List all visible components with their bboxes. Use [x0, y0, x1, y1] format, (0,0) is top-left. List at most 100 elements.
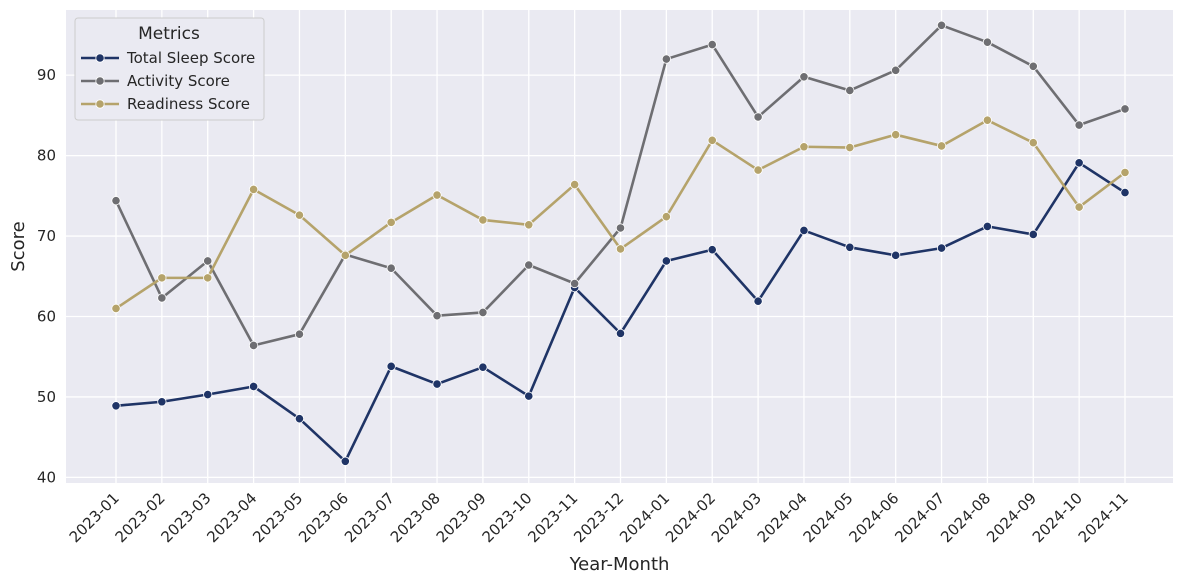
data-point [845, 142, 855, 153]
data-point [524, 260, 534, 270]
y-tick-label: 50 [37, 388, 56, 406]
x-tick-label: 2023-10 [479, 489, 536, 546]
legend-label: Readiness Score [127, 95, 250, 113]
data-point [248, 184, 259, 194]
x-tick-label: 2023-08 [387, 489, 444, 546]
x-tick-label: 2023-09 [433, 489, 490, 546]
legend: Metrics Total Sleep Score Activity Score R… [74, 17, 265, 121]
data-point [294, 329, 305, 339]
data-point [111, 196, 121, 206]
data-point [478, 362, 488, 372]
data-point [799, 225, 809, 236]
data-point [1074, 120, 1084, 130]
x-tick-label: 2024-05 [800, 489, 857, 546]
data-point [524, 391, 534, 401]
data-point [1028, 229, 1038, 240]
data-point [478, 307, 488, 318]
data-point [753, 165, 763, 175]
data-point [432, 190, 442, 200]
data-point [157, 293, 167, 303]
data-point [936, 243, 947, 253]
x-tick-label: 2023-02 [112, 489, 169, 546]
x-tick-label: 2023-03 [158, 489, 215, 546]
x-tick-label: 2023-05 [249, 489, 306, 546]
x-tick-label: 2024-06 [845, 489, 902, 546]
data-point [203, 389, 213, 400]
legend-box [74, 17, 265, 121]
y-tick-label: 70 [37, 227, 56, 245]
x-tick-label: 2024-07 [891, 489, 948, 546]
data-point [1074, 158, 1084, 168]
y-axis-label: Score [8, 221, 29, 271]
series [111, 115, 1130, 314]
data-point [157, 273, 167, 283]
data-point [615, 328, 626, 338]
y-tick-label: 90 [37, 66, 56, 84]
x-tick-label: 2024-04 [754, 489, 811, 546]
data-point [845, 242, 855, 252]
legend-items: Total Sleep Score Activity Score Readiness… [81, 49, 255, 113]
legend-label: Activity Score [127, 72, 230, 90]
data-point [982, 37, 993, 47]
data-point [615, 244, 626, 254]
data-point [615, 223, 626, 233]
x-tick-label: 2023-11 [524, 489, 581, 546]
data-point [1120, 167, 1130, 178]
x-tick-label: 2024-08 [937, 489, 994, 546]
data-point [891, 65, 901, 75]
data-point [1028, 61, 1038, 71]
data-point [294, 414, 305, 424]
data-point [845, 85, 855, 96]
x-axis-label: Year-Month [569, 554, 670, 575]
x-tick-label: 2023-06 [295, 489, 352, 546]
x-axis-ticks: 2023-012023-022023-032023-042023-052023-… [66, 489, 1132, 546]
data-point [661, 212, 671, 222]
legend-title: Metrics [138, 24, 200, 44]
y-axis-ticks: 40 50 60 70 80 90 [37, 66, 56, 486]
data-point [478, 215, 488, 225]
y-tick-label: 60 [37, 307, 56, 325]
data-point [340, 456, 350, 466]
data-point [386, 263, 396, 273]
x-tick-label: 2024-01 [616, 489, 673, 546]
data-point [982, 115, 993, 125]
series-layer [111, 20, 1130, 466]
data-point [707, 39, 717, 50]
data-point [1028, 138, 1038, 148]
legend-marker [95, 76, 105, 86]
data-point [1074, 202, 1084, 212]
data-point [248, 340, 259, 351]
data-point [386, 217, 396, 227]
x-tick-label: 2024-11 [1075, 489, 1132, 546]
data-point [386, 361, 396, 371]
data-point [936, 20, 947, 30]
x-tick-label: 2024-02 [662, 489, 719, 546]
legend-label: Total Sleep Score [126, 49, 255, 67]
data-point [936, 141, 947, 151]
data-point [799, 142, 809, 152]
data-point [1120, 188, 1130, 198]
data-point [570, 278, 580, 289]
data-point [248, 381, 259, 392]
data-point [799, 72, 809, 82]
legend-marker [95, 53, 105, 63]
data-point [707, 245, 717, 255]
x-tick-label: 2024-09 [983, 489, 1040, 546]
x-tick-label: 2023-04 [203, 489, 260, 546]
series [111, 158, 1130, 466]
data-point [203, 256, 213, 266]
data-point [661, 54, 671, 64]
data-point [661, 256, 671, 266]
data-point [340, 250, 350, 260]
data-point [707, 135, 717, 145]
data-point [157, 397, 167, 407]
y-tick-label: 80 [37, 147, 56, 165]
data-point [570, 179, 580, 190]
data-point [432, 311, 442, 321]
data-point [891, 250, 901, 260]
data-point [1120, 104, 1130, 114]
data-point [294, 210, 305, 220]
data-point [111, 401, 121, 411]
x-tick-label: 2023-12 [570, 489, 627, 546]
